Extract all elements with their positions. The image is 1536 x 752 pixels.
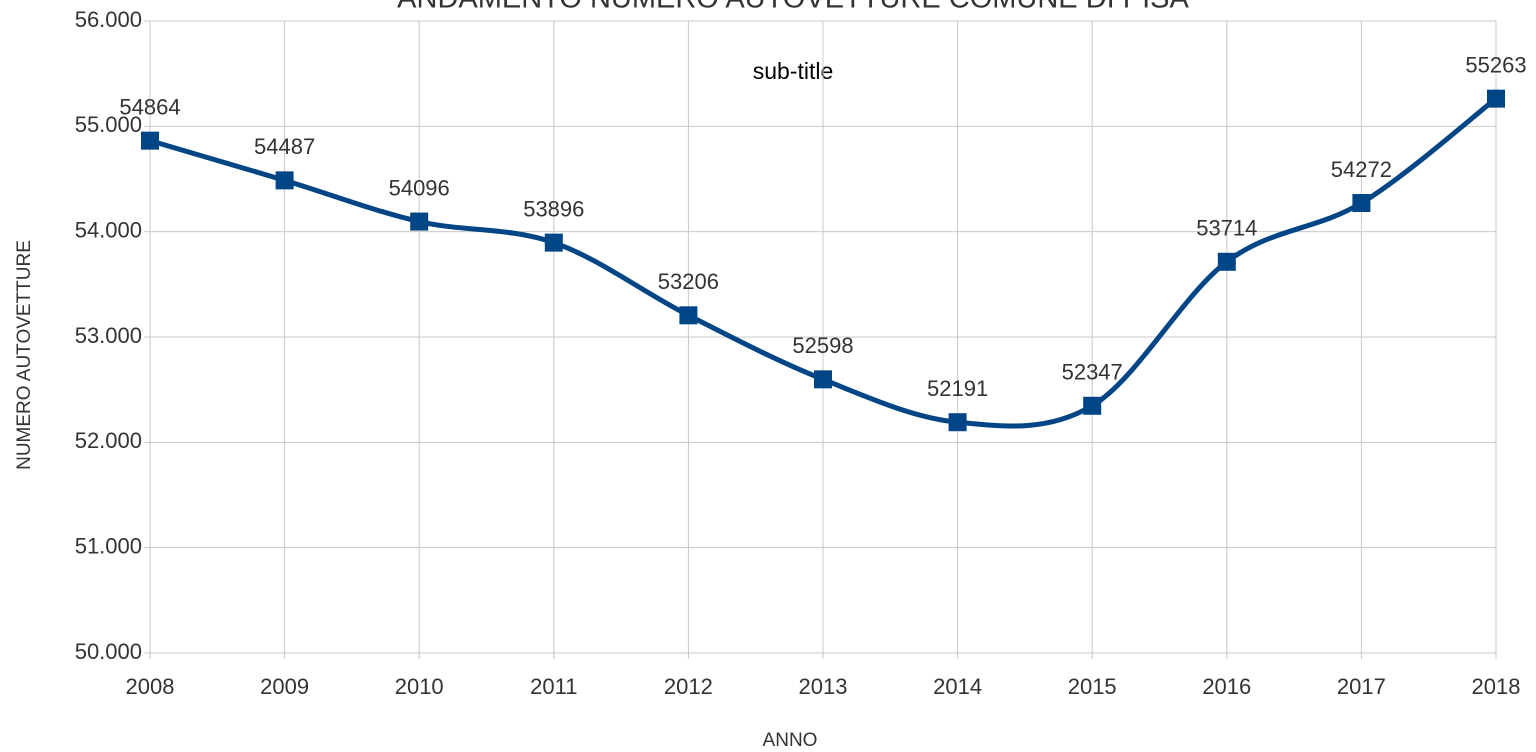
x-axis-label: ANNO xyxy=(763,730,818,751)
y-tick-label: 55.000 xyxy=(75,112,142,137)
marker xyxy=(1352,194,1371,213)
marker xyxy=(679,306,698,325)
x-tick-label: 2014 xyxy=(933,674,982,699)
data-label: 53206 xyxy=(658,269,719,294)
data-label: 54096 xyxy=(389,175,450,200)
y-tick-label: 54.000 xyxy=(75,217,142,242)
chart-subtitle: sub-title xyxy=(753,58,834,84)
marker xyxy=(1083,396,1102,415)
x-tick-label: 2015 xyxy=(1068,674,1117,699)
x-tick-label: 2017 xyxy=(1337,674,1386,699)
data-label: 54864 xyxy=(119,94,180,119)
marker xyxy=(544,233,563,252)
marker xyxy=(275,171,294,190)
data-label: 53714 xyxy=(1196,216,1257,241)
x-tick-label: 2012 xyxy=(664,674,713,699)
data-label: 52347 xyxy=(1062,360,1123,385)
y-tick-label: 51.000 xyxy=(75,533,142,558)
x-tick-label: 2018 xyxy=(1472,674,1521,699)
chart-title: ANDAMENTO NUMERO AUTOVETTURE COMUNE DI P… xyxy=(397,0,1189,15)
y-axis-label: NUMERO AUTOVETTURE xyxy=(14,240,35,470)
x-tick-label: 2011 xyxy=(530,674,577,699)
data-label: 53896 xyxy=(523,196,584,221)
marker xyxy=(1487,89,1505,108)
data-label: 54272 xyxy=(1331,157,1392,182)
data-label: 54487 xyxy=(254,134,315,159)
x-tick-label: 2010 xyxy=(395,674,444,699)
x-tick-label: 2008 xyxy=(126,674,175,699)
marker xyxy=(410,212,429,231)
marker xyxy=(814,370,832,389)
line xyxy=(149,96,1498,429)
marker xyxy=(948,413,967,432)
marker xyxy=(1217,252,1236,271)
x-tick-label: 2013 xyxy=(799,674,848,699)
data-label: 52598 xyxy=(792,333,853,358)
y-tick-label: 56.000 xyxy=(75,7,142,32)
data-label: 55263 xyxy=(1465,52,1526,77)
marker xyxy=(141,131,159,150)
y-tick-label: 50.000 xyxy=(75,639,142,664)
y-tick-label: 52.000 xyxy=(75,428,142,453)
y-tick-label: 53.000 xyxy=(75,323,142,348)
data-label: 52191 xyxy=(927,376,988,401)
x-tick-label: 2009 xyxy=(260,674,309,699)
x-tick-label: 2016 xyxy=(1202,674,1251,699)
